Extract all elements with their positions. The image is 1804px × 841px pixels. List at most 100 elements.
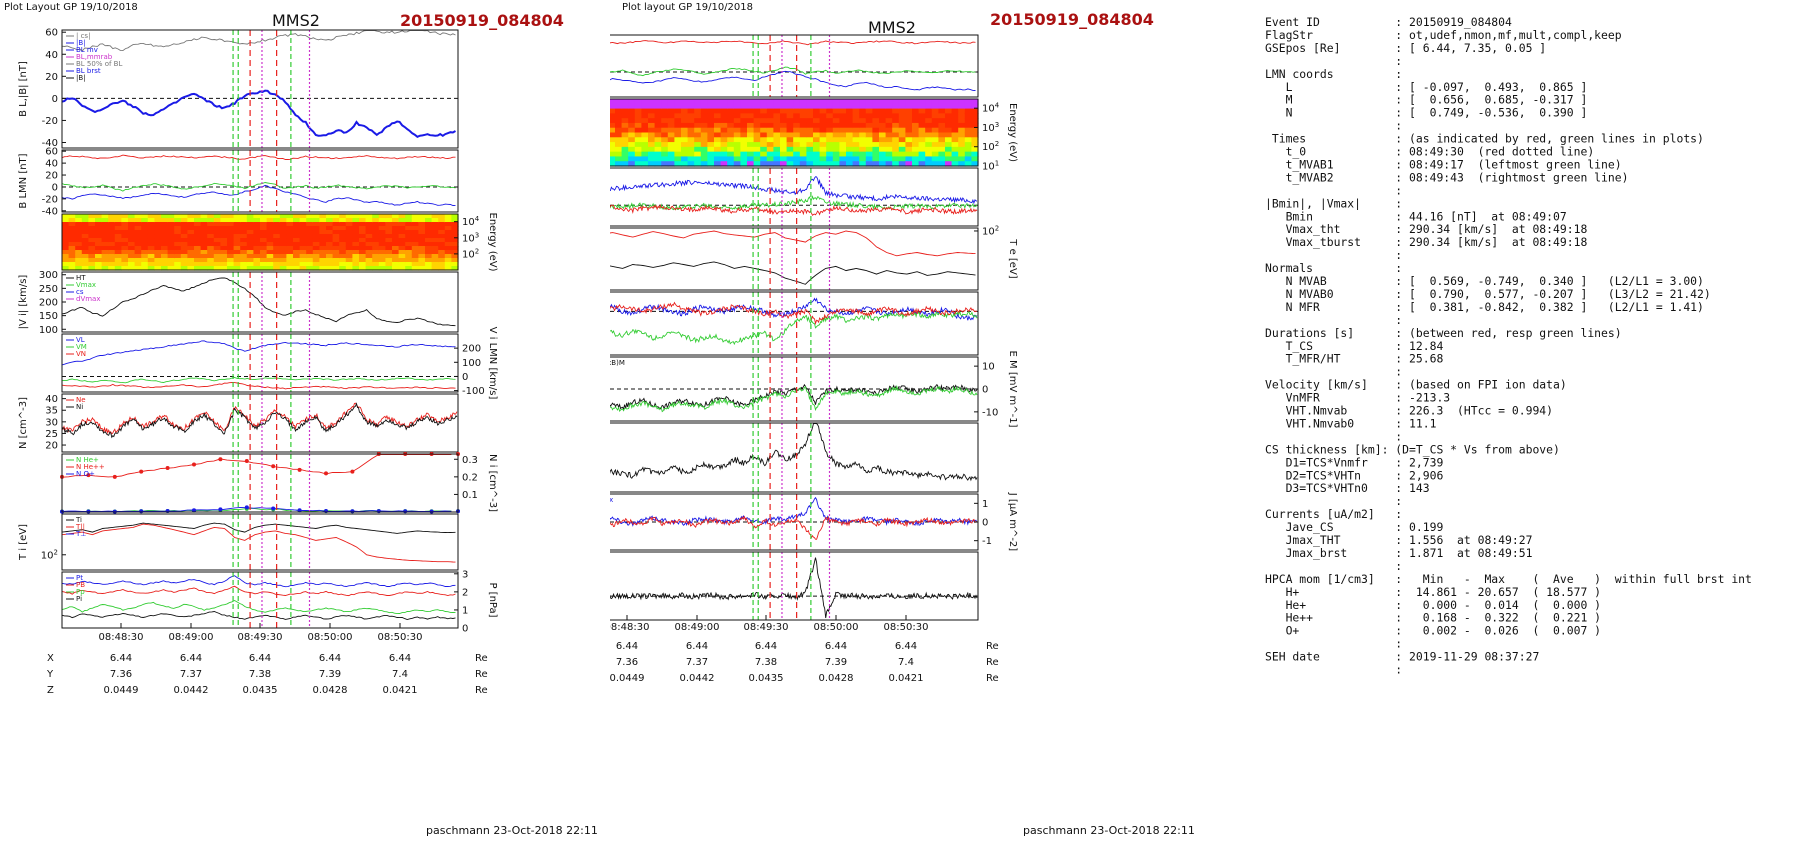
spectrogram-cell <box>648 122 656 129</box>
series-point <box>192 508 196 513</box>
spectrogram-cell <box>945 122 953 129</box>
spectrogram-cell <box>444 266 452 271</box>
spectrogram-cell <box>951 99 959 105</box>
y-tick-label: 104 <box>982 102 1000 115</box>
spectrogram-cell <box>714 99 722 105</box>
spectrogram-cell <box>747 137 755 143</box>
spectrogram-cell <box>654 142 662 148</box>
spectrogram-cell <box>681 103 689 110</box>
spectrogram-cell <box>128 258 136 263</box>
spectrogram-cell <box>621 122 629 129</box>
spectrogram-cell <box>253 230 261 235</box>
spectrogram-cell <box>108 262 116 267</box>
spectrogram-cell <box>207 214 215 219</box>
spectrogram-cell <box>418 234 426 239</box>
spectrogram-cell <box>964 103 972 110</box>
spectrogram-cell <box>951 132 959 138</box>
spectrogram-cell <box>958 156 966 162</box>
spectrogram-cell <box>306 266 314 271</box>
spectrogram-cell <box>694 146 702 153</box>
spectrogram-cell <box>846 151 854 158</box>
spectrogram-cell <box>615 108 623 114</box>
spectrogram-cell <box>898 142 906 148</box>
spectrogram-cell <box>359 242 367 247</box>
spectrogram-cell <box>293 246 301 251</box>
spectrogram-cell <box>306 238 314 243</box>
spectrogram-cell <box>411 238 419 243</box>
spectrogram-cell <box>727 151 735 158</box>
spectrogram-cell <box>879 142 887 148</box>
spectrogram-cell <box>411 246 419 251</box>
position-value: 6.44 <box>686 641 708 652</box>
spectrogram-cell <box>661 127 669 134</box>
spectrogram-cell <box>753 118 761 124</box>
spectrogram-cell <box>398 254 406 259</box>
spectrogram-cell <box>260 230 268 235</box>
summary-line: Durations [s] : (between red, resp green… <box>1265 326 1622 340</box>
spectrogram-cell <box>411 218 419 223</box>
spectrogram-cell <box>819 151 827 158</box>
spectrogram-cell <box>352 230 360 235</box>
y-axis-label: Energy (eV) <box>1007 103 1018 162</box>
series-line <box>61 377 456 384</box>
spectrogram-cell <box>918 151 926 158</box>
spectrogram-cell <box>246 214 254 219</box>
spectrogram-cell <box>411 266 419 271</box>
spectrogram-cell <box>359 250 367 255</box>
spectrogram-cell <box>634 137 642 143</box>
spectrogram-cell <box>187 234 195 239</box>
spectrogram-cell <box>872 146 880 153</box>
spectrogram-cell <box>359 214 367 219</box>
spectrogram-cell <box>971 118 979 124</box>
spectrogram-cell <box>839 118 847 124</box>
spectrogram-cell <box>68 218 76 223</box>
spectrogram-cell <box>740 132 748 138</box>
spectrogram-cell <box>293 262 301 267</box>
spectrogram-cell <box>167 218 175 223</box>
spectrogram-cell <box>859 122 867 129</box>
spectrogram-cell <box>925 99 933 105</box>
spectrogram-cell <box>958 137 966 143</box>
spectrogram-cell <box>799 156 807 162</box>
y-tick-label: 40 <box>45 50 58 61</box>
spectrogram-cell <box>799 146 807 153</box>
spectrogram-cell <box>648 142 656 148</box>
spectrogram-cell <box>372 218 380 223</box>
spectrogram-cell <box>68 238 76 243</box>
spectrogram-cell <box>747 122 755 129</box>
spectrogram-cell <box>306 234 314 239</box>
spectrogram-cell <box>786 103 794 110</box>
spectrogram-cell <box>451 230 459 235</box>
spectrogram-cell <box>925 122 933 129</box>
spectrogram-cell <box>312 262 320 267</box>
spectrogram-cell <box>654 113 662 119</box>
spectrogram-cell <box>766 99 774 105</box>
spectrogram-cell <box>75 254 83 259</box>
spectrogram-cell <box>319 266 327 271</box>
spectrogram-cell <box>392 218 400 223</box>
spectrogram-cell <box>661 132 669 138</box>
position-unit: Re <box>475 669 488 680</box>
panel-frame <box>610 34 979 98</box>
spectrogram-cell <box>621 127 629 134</box>
spectrogram-cell <box>187 226 195 231</box>
position-value: 7.36 <box>110 669 132 680</box>
spectrogram-cell <box>95 250 103 255</box>
y-tick-label: 30 <box>45 417 58 428</box>
spectrogram-cell <box>194 218 202 223</box>
spectrogram-cell <box>753 146 761 153</box>
spectrogram-cell <box>167 234 175 239</box>
y-axis-label: V i LMN [km/s] <box>487 327 498 400</box>
spectrogram-cell <box>253 258 261 263</box>
spectrogram-cell <box>194 234 202 239</box>
y-tick-label: 0 <box>982 518 988 529</box>
spectrogram-cell <box>826 103 834 110</box>
spectrogram-cell <box>727 156 735 162</box>
spectrogram-cell <box>213 234 221 239</box>
spectrogram-cell <box>931 146 939 153</box>
spectrogram-cell <box>220 238 228 243</box>
summary-line: t_MVAB1 : 08:49:17 (leftmost green line) <box>1265 157 1622 171</box>
spectrogram-cell <box>312 242 320 247</box>
